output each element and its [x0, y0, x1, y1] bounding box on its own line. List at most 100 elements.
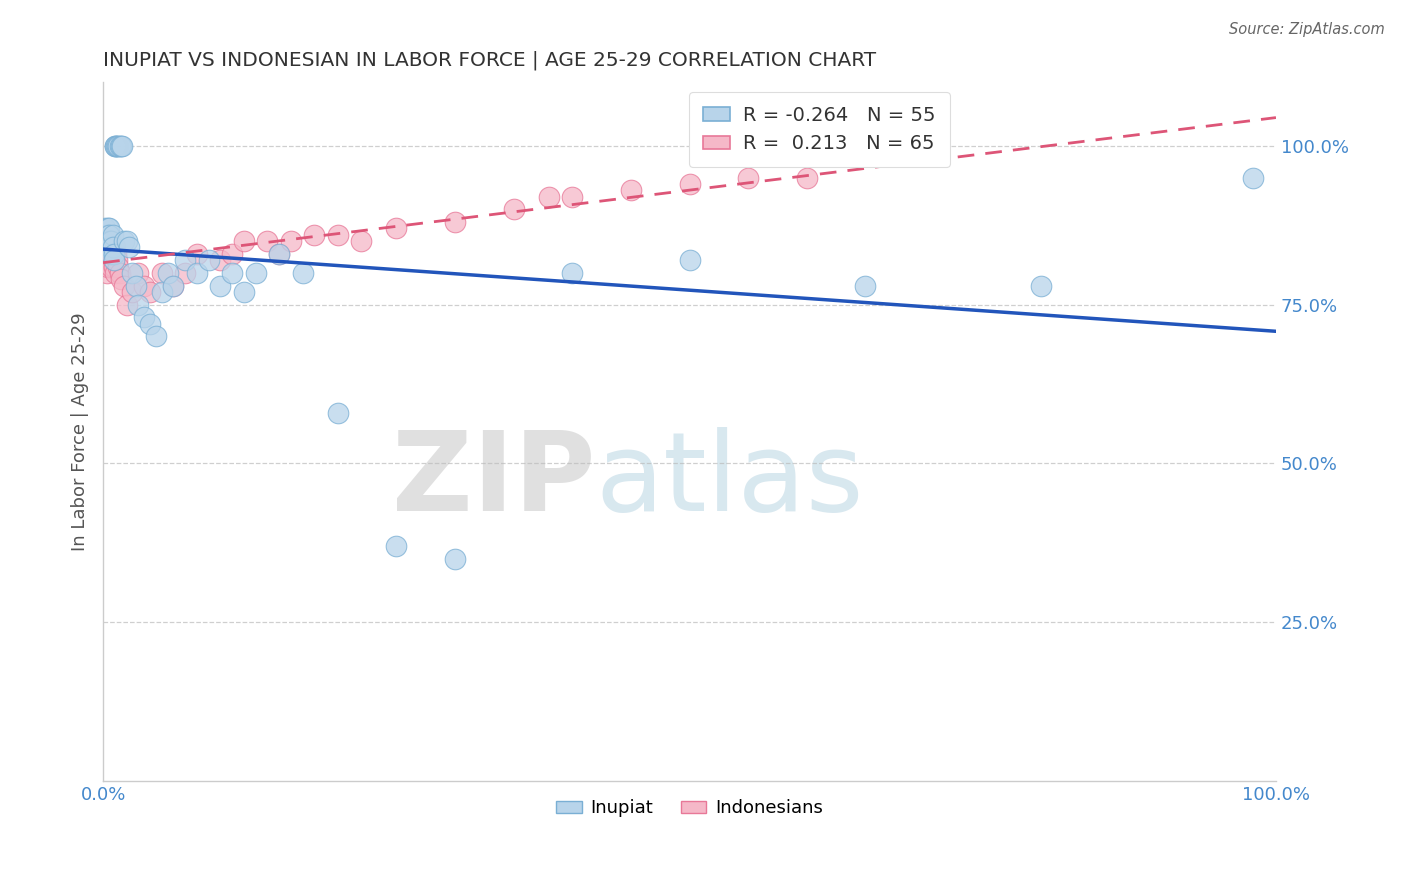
Point: [115, 298, 138, 312]
Point: [150, 285, 173, 299]
Point: [221, 247, 243, 261]
Point: [98, 247, 121, 261]
Point: [444, 215, 467, 229]
Point: [96, 227, 118, 242]
Point: [97, 247, 120, 261]
Point: [97, 253, 120, 268]
Point: [174, 266, 197, 280]
Text: ZIP: ZIP: [392, 427, 596, 534]
Point: [385, 221, 408, 235]
Point: [209, 253, 232, 268]
Point: [94, 240, 117, 254]
Point: [98, 221, 121, 235]
Point: [134, 310, 156, 325]
Point: [125, 278, 148, 293]
Point: [121, 285, 143, 299]
Point: [350, 234, 373, 248]
Point: [127, 298, 149, 312]
Point: [94, 247, 117, 261]
Point: [94, 253, 117, 268]
Text: INUPIAT VS INDONESIAN IN LABOR FORCE | AGE 25-29 CORRELATION CHART: INUPIAT VS INDONESIAN IN LABOR FORCE | A…: [103, 51, 876, 70]
Point: [110, 272, 132, 286]
Point: [139, 317, 162, 331]
Point: [97, 234, 120, 248]
Point: [326, 406, 349, 420]
Point: [174, 253, 197, 268]
Point: [678, 253, 700, 268]
Point: [98, 240, 121, 254]
Point: [139, 285, 162, 299]
Point: [105, 253, 128, 268]
Text: atlas: atlas: [596, 427, 865, 534]
Point: [105, 139, 128, 153]
Point: [280, 234, 302, 248]
Point: [112, 234, 135, 248]
Point: [302, 227, 325, 242]
Point: [112, 278, 135, 293]
Point: [97, 227, 120, 242]
Point: [385, 539, 408, 553]
Point: [232, 234, 254, 248]
Point: [97, 221, 120, 235]
Point: [101, 253, 124, 268]
Point: [96, 240, 118, 254]
Point: [98, 234, 121, 248]
Point: [100, 247, 122, 261]
Point: [197, 253, 219, 268]
Point: [98, 253, 121, 268]
Point: [561, 189, 583, 203]
Point: [118, 240, 141, 254]
Point: [98, 240, 121, 254]
Point: [107, 139, 129, 153]
Point: [209, 278, 232, 293]
Point: [96, 247, 118, 261]
Point: [96, 253, 118, 268]
Point: [108, 139, 131, 153]
Point: [561, 266, 583, 280]
Point: [103, 247, 125, 261]
Point: [100, 234, 122, 248]
Point: [108, 266, 131, 280]
Point: [326, 227, 349, 242]
Point: [796, 170, 818, 185]
Point: [150, 266, 173, 280]
Point: [111, 139, 134, 153]
Point: [127, 266, 149, 280]
Point: [104, 139, 127, 153]
Point: [186, 266, 208, 280]
Point: [103, 253, 125, 268]
Point: [186, 247, 208, 261]
Point: [101, 240, 124, 254]
Point: [145, 329, 167, 343]
Point: [105, 139, 128, 153]
Point: [162, 278, 184, 293]
Point: [134, 278, 156, 293]
Point: [93, 234, 115, 248]
Point: [94, 240, 117, 254]
Text: Source: ZipAtlas.com: Source: ZipAtlas.com: [1229, 22, 1385, 37]
Point: [104, 240, 127, 254]
Y-axis label: In Labor Force | Age 25-29: In Labor Force | Age 25-29: [72, 312, 89, 551]
Point: [110, 139, 132, 153]
Point: [97, 240, 120, 254]
Point: [104, 139, 127, 153]
Point: [156, 266, 179, 280]
Point: [98, 240, 121, 254]
Point: [537, 189, 560, 203]
Point: [105, 247, 128, 261]
Point: [98, 247, 121, 261]
Point: [100, 253, 122, 268]
Point: [245, 266, 267, 280]
Point: [256, 234, 278, 248]
Point: [103, 260, 125, 274]
Point: [101, 247, 124, 261]
Point: [1241, 170, 1264, 185]
Point: [291, 266, 314, 280]
Point: [93, 247, 115, 261]
Point: [232, 285, 254, 299]
Point: [1031, 278, 1053, 293]
Point: [115, 234, 138, 248]
Point: [101, 227, 124, 242]
Point: [104, 266, 127, 280]
Point: [444, 551, 467, 566]
